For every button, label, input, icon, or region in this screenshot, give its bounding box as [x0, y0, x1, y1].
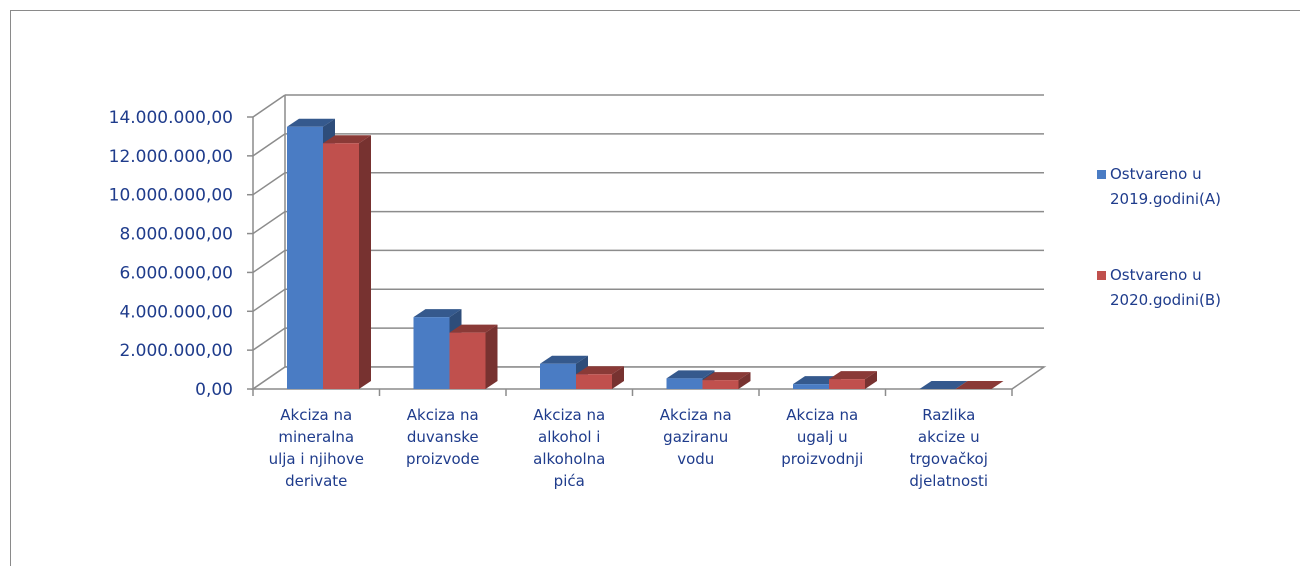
- legend-swatch: [1097, 170, 1106, 179]
- y-tick-label: 4.000.000,00: [119, 302, 233, 322]
- y-tick-label: 14.000.000,00: [109, 108, 233, 128]
- legend-label: Ostvareno u 2020.godini(B): [1110, 266, 1221, 309]
- bar-face: [612, 366, 624, 389]
- y-tick-label: 2.000.000,00: [119, 341, 233, 361]
- gridline-side: [252, 172, 286, 196]
- bar-face: [793, 384, 829, 389]
- x-tick-label: Akciza na alkohol i alkoholna pića: [533, 406, 605, 490]
- bar: [702, 372, 751, 389]
- bar-face: [702, 380, 739, 389]
- bar-face: [955, 381, 1004, 389]
- gridline-side: [252, 249, 286, 274]
- bar-face: [702, 372, 751, 381]
- legend-label: Ostvareno u 2019.godini(A): [1110, 165, 1221, 208]
- legend-swatch: [1097, 271, 1106, 280]
- gridline-side: [252, 94, 286, 118]
- bar-face: [829, 371, 877, 380]
- bar-face: [576, 374, 612, 389]
- bar-face: [287, 118, 335, 127]
- bar-face: [323, 143, 359, 389]
- bar-face: [540, 363, 576, 389]
- bar: [323, 135, 371, 389]
- chart-frame: [10, 10, 1300, 566]
- gridline-side: [252, 133, 286, 157]
- bar-face: [413, 309, 462, 318]
- gridline-side: [252, 210, 286, 235]
- bar-face: [919, 381, 968, 389]
- bar-face: [540, 355, 588, 364]
- bar-face: [865, 371, 877, 389]
- x-tick-label: Akciza na mineralna ulja i njihove derivate: [269, 406, 364, 490]
- x-tick-label: Akciza na duvanske proizvode: [406, 406, 479, 468]
- bar-face: [738, 372, 751, 389]
- y-tick-label: 6.000.000,00: [119, 263, 233, 283]
- bar-face: [829, 379, 865, 389]
- bar-face: [576, 366, 624, 375]
- bar-face: [359, 135, 371, 389]
- x-tick-label: Akciza na ugalj u proizvodnji: [781, 406, 863, 468]
- bar: [576, 366, 624, 389]
- bar-face: [666, 370, 715, 379]
- gridlines: [252, 94, 1044, 390]
- bar-face: [323, 135, 371, 144]
- y-tick-label: 0,00: [195, 380, 233, 400]
- bar: [955, 381, 1004, 389]
- bar-face: [449, 332, 486, 389]
- bar-face: [485, 324, 498, 389]
- y-tick-label: 8.000.000,00: [119, 225, 233, 245]
- bar-face: [413, 317, 450, 389]
- bar: [829, 371, 877, 389]
- gridline-side: [252, 288, 286, 312]
- x-tick-label: Razlika akcize u trgovačkoj djelatnosti: [909, 406, 988, 490]
- bar: [449, 324, 498, 389]
- y-tick-label: 10.000.000,00: [109, 186, 233, 206]
- bar-face: [449, 324, 498, 333]
- x-tick-label: Akciza na gaziranu vodu: [660, 406, 732, 468]
- bar: [919, 381, 968, 389]
- gridline-side: [252, 327, 286, 351]
- bar-face: [287, 126, 323, 389]
- y-tick-label: 12.000.000,00: [109, 147, 233, 167]
- bar-face: [666, 378, 703, 389]
